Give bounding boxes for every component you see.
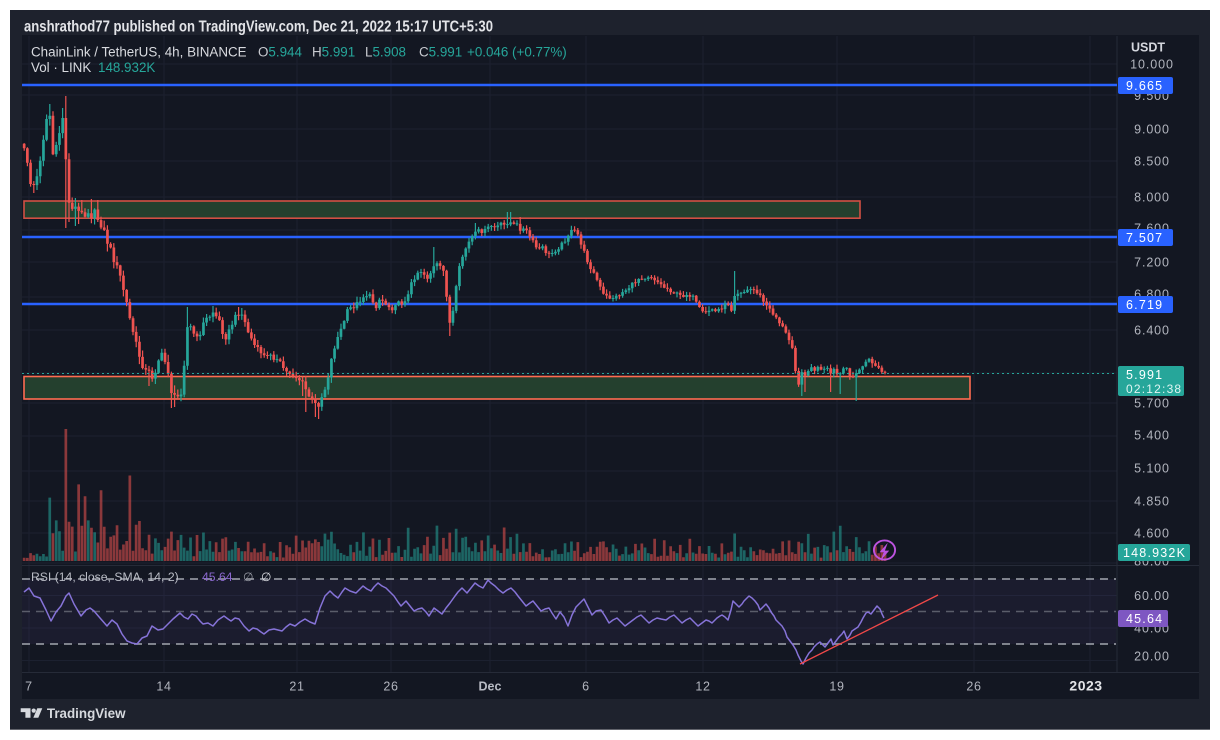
svg-text:RSI (14, close, SMA, 14, 2): RSI (14, close, SMA, 14, 2) xyxy=(31,570,179,584)
svg-text:4.850: 4.850 xyxy=(1134,495,1170,509)
svg-text:19: 19 xyxy=(829,680,844,694)
svg-text:148.932K: 148.932K xyxy=(98,60,155,75)
svg-text:O5.944: O5.944 xyxy=(258,45,302,60)
svg-text:4.600: 4.600 xyxy=(1134,527,1170,541)
svg-text:9.000: 9.000 xyxy=(1134,123,1170,137)
svg-text:02:12:38: 02:12:38 xyxy=(1126,382,1182,396)
svg-text:5.100: 5.100 xyxy=(1134,462,1170,476)
svg-text:L5.908: L5.908 xyxy=(365,45,406,60)
svg-text:6.400: 6.400 xyxy=(1134,324,1170,338)
svg-text:20.00: 20.00 xyxy=(1134,650,1170,664)
svg-text:26: 26 xyxy=(966,680,981,694)
svg-text:5.700: 5.700 xyxy=(1134,397,1170,411)
svg-text:9.665: 9.665 xyxy=(1126,79,1163,93)
svg-text:2023: 2023 xyxy=(1069,678,1102,694)
svg-text:12: 12 xyxy=(695,680,710,694)
svg-text:7: 7 xyxy=(25,680,33,694)
svg-text:148.932K: 148.932K xyxy=(1123,546,1186,560)
svg-text:7.200: 7.200 xyxy=(1134,256,1170,270)
svg-text:anshrathod77 published on Trad: anshrathod77 published on TradingView.co… xyxy=(24,19,493,36)
svg-text:ChainLink / TetherUS, 4h, BINA: ChainLink / TetherUS, 4h, BINANCE xyxy=(31,45,247,60)
svg-text:7.507: 7.507 xyxy=(1126,231,1163,245)
svg-text:21: 21 xyxy=(289,680,304,694)
svg-text:5.991: 5.991 xyxy=(1126,368,1163,382)
svg-text:45.64: 45.64 xyxy=(202,570,233,584)
svg-text:8.500: 8.500 xyxy=(1134,155,1170,169)
svg-text:Vol · LINK: Vol · LINK xyxy=(31,60,91,75)
svg-text:TradingView: TradingView xyxy=(47,706,126,721)
svg-text:∅: ∅ xyxy=(261,570,272,584)
svg-text:Dec: Dec xyxy=(479,680,502,694)
svg-text:USDT: USDT xyxy=(1131,41,1165,55)
svg-text:26: 26 xyxy=(383,680,398,694)
svg-text:60.00: 60.00 xyxy=(1134,589,1170,603)
svg-text:45.64: 45.64 xyxy=(1126,612,1163,626)
svg-text:H5.991: H5.991 xyxy=(312,45,355,60)
svg-text:5.400: 5.400 xyxy=(1134,429,1170,443)
svg-text:8.000: 8.000 xyxy=(1134,191,1170,205)
svg-text:+0.046 (+0.77%): +0.046 (+0.77%) xyxy=(467,45,567,60)
svg-text:∅: ∅ xyxy=(243,570,254,584)
svg-text:10.000: 10.000 xyxy=(1130,58,1174,72)
svg-text:14: 14 xyxy=(156,680,171,694)
svg-text:6.719: 6.719 xyxy=(1126,298,1163,312)
svg-text:C5.991: C5.991 xyxy=(419,45,462,60)
svg-text:6: 6 xyxy=(582,680,590,694)
